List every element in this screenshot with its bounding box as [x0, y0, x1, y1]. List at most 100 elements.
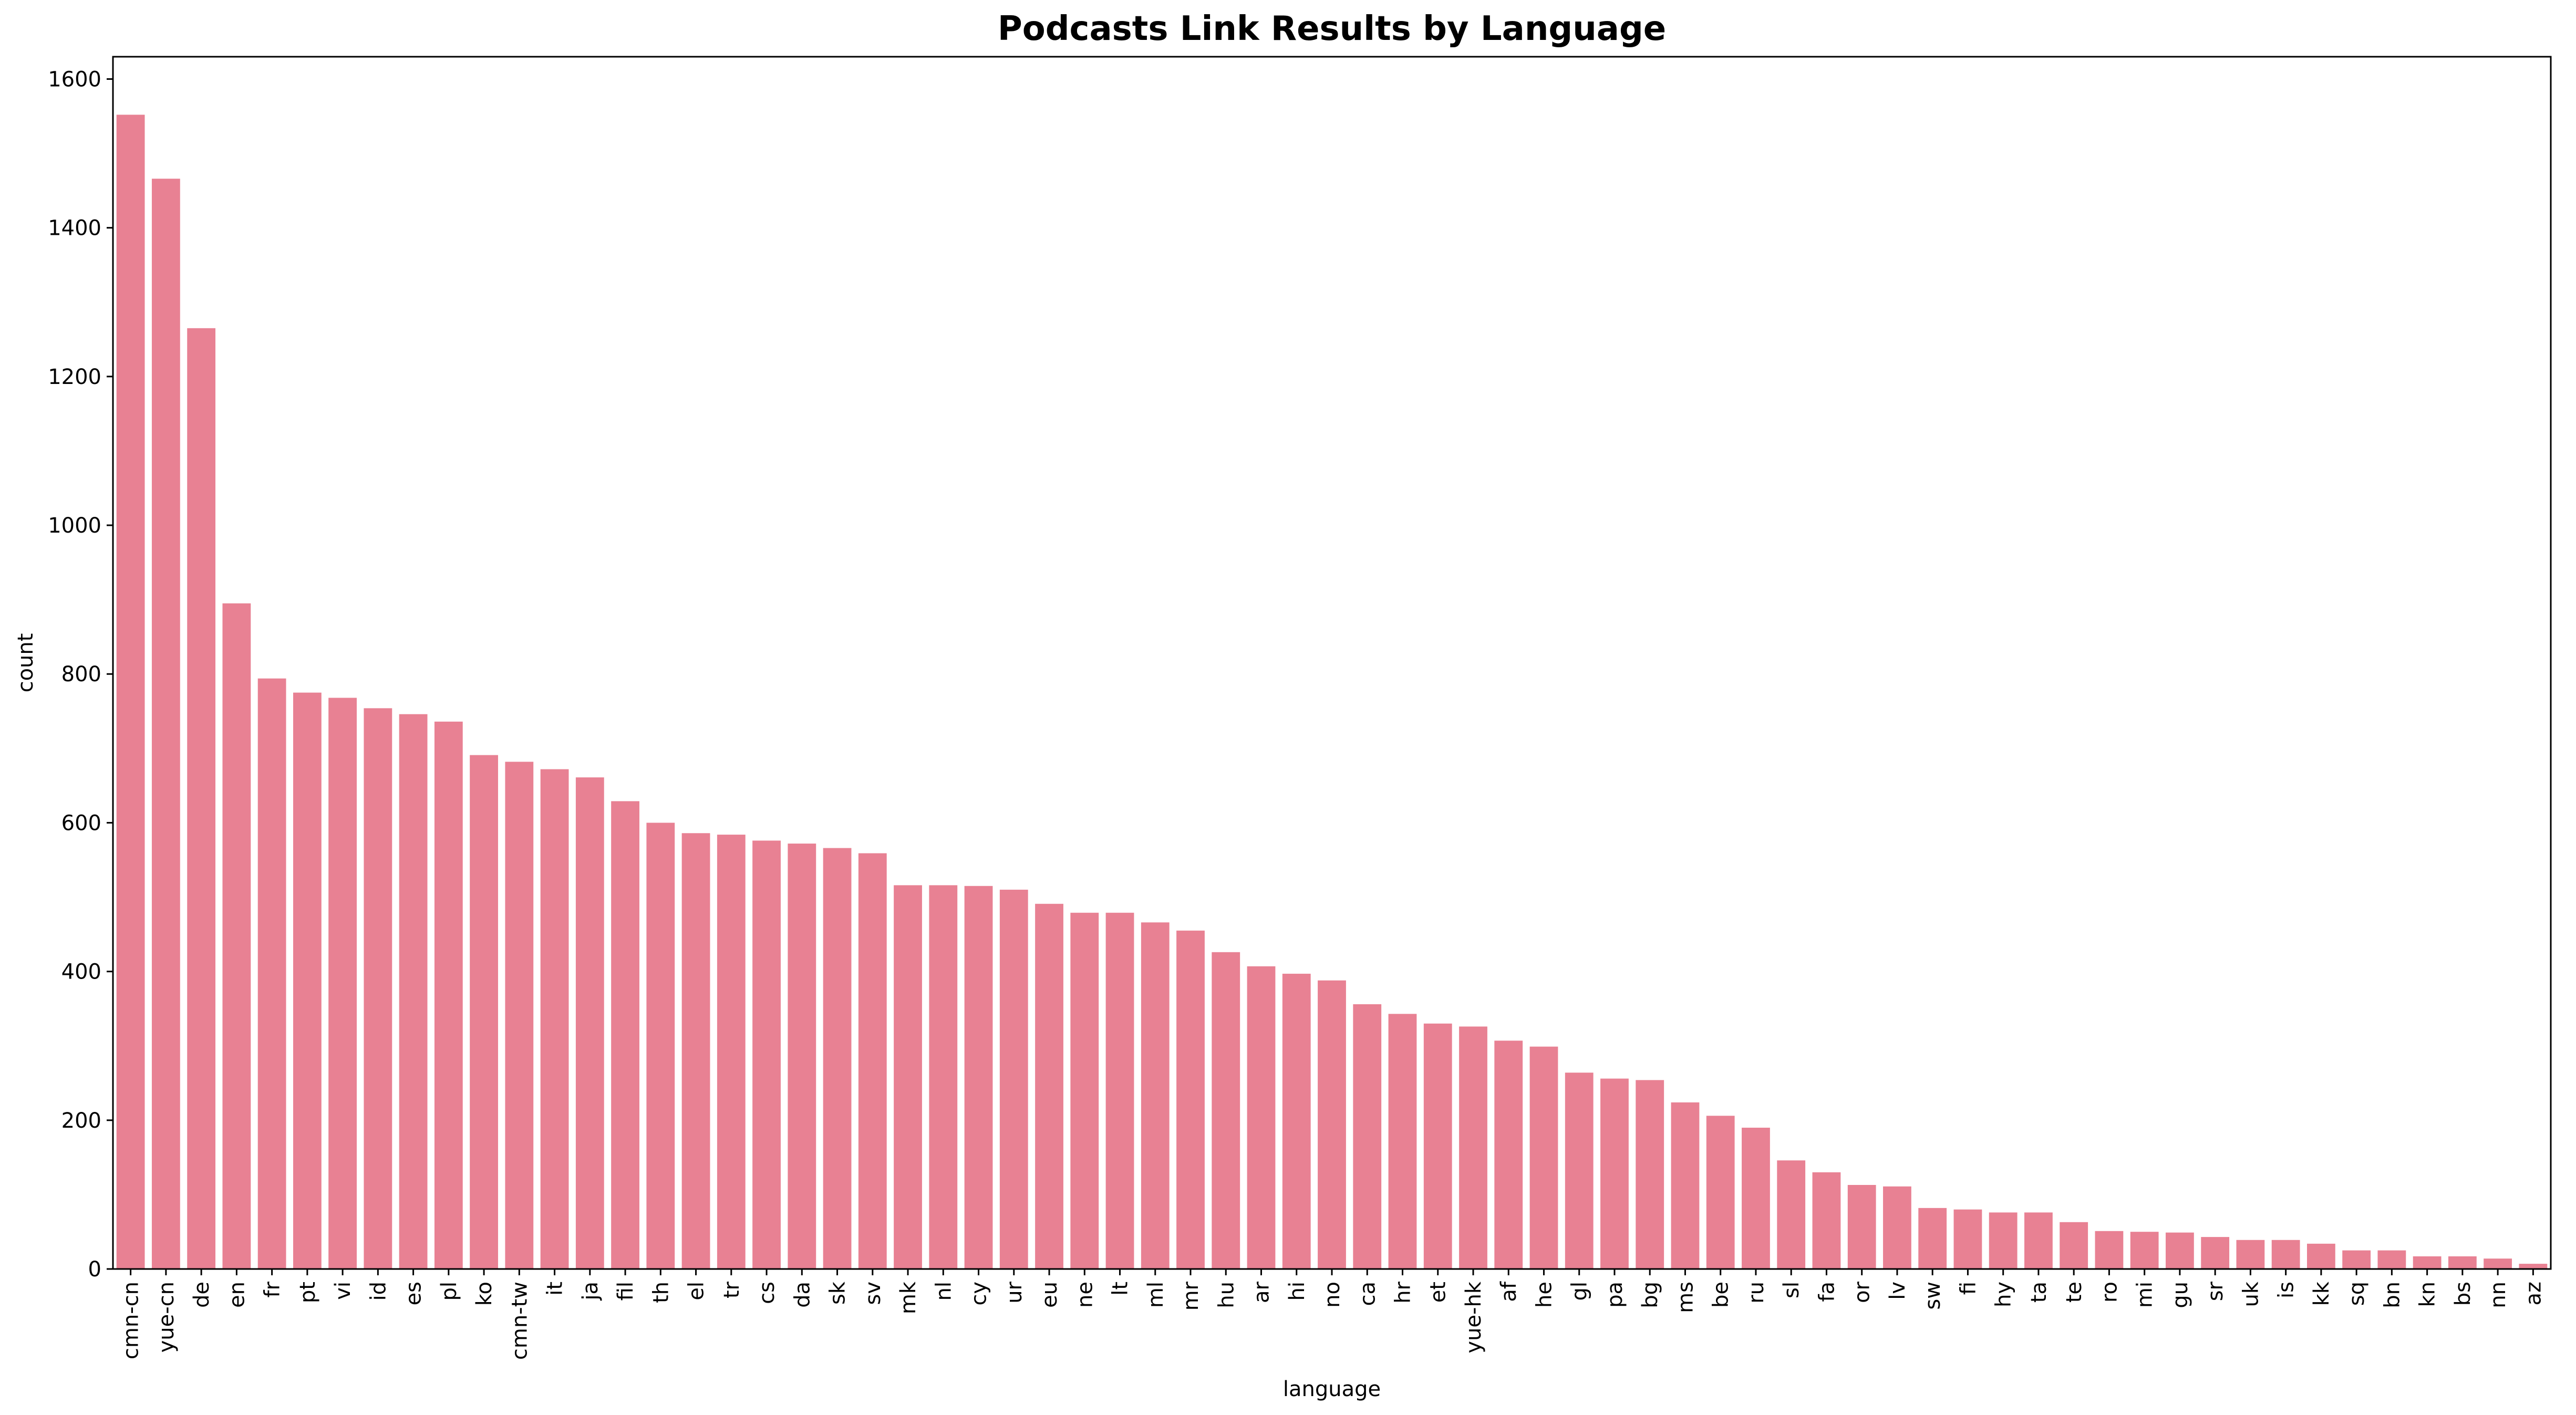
bar-no — [1318, 980, 1346, 1269]
y-tick-label: 0 — [88, 1257, 101, 1282]
y-tick-label: 1000 — [48, 514, 101, 538]
y-tick-label: 600 — [61, 811, 101, 835]
bar-nn — [2484, 1258, 2512, 1269]
bar-sl — [1777, 1160, 1806, 1269]
bar-ja — [575, 777, 604, 1269]
bar-ru — [1742, 1127, 1770, 1269]
x-tick-label: el — [685, 1282, 709, 1300]
x-tick-label: is — [2274, 1282, 2299, 1298]
y-tick-label: 1400 — [48, 216, 101, 241]
bars-layer — [116, 115, 2548, 1270]
bar-fa — [1812, 1172, 1841, 1269]
x-tick-label: te — [2062, 1282, 2086, 1303]
x-tick-label: ne — [1073, 1282, 1097, 1308]
bar-sw — [1918, 1208, 1947, 1269]
bar-sv — [858, 853, 887, 1269]
x-tick-label: sw — [1921, 1282, 1945, 1310]
bar-bn — [2377, 1250, 2406, 1269]
y-tick-label: 200 — [61, 1109, 101, 1133]
bar-da — [788, 844, 816, 1269]
bar-sk — [823, 848, 852, 1269]
x-tick-label: pa — [1603, 1282, 1627, 1308]
x-tick-label: mk — [896, 1281, 920, 1314]
x-tick-label: fr — [261, 1281, 285, 1297]
chart-title: Podcasts Link Results by Language — [998, 9, 1666, 48]
bar-el — [681, 833, 710, 1269]
bar-es — [399, 714, 428, 1269]
bar-cs — [752, 840, 781, 1269]
bar-pl — [434, 721, 463, 1269]
bar-mi — [2130, 1232, 2159, 1269]
bar-ur — [999, 889, 1028, 1269]
x-tick-label: sr — [2203, 1281, 2228, 1301]
x-tick-label: es — [402, 1282, 426, 1305]
bar-kk — [2307, 1243, 2335, 1269]
x-tick-label: mi — [2133, 1282, 2157, 1308]
x-tick-label: ru — [1744, 1282, 1768, 1304]
x-tick-label: cs — [755, 1282, 779, 1304]
x-tick-label: pl — [437, 1282, 461, 1301]
x-tick-label: no — [1320, 1282, 1344, 1308]
x-tick-label: kk — [2310, 1281, 2334, 1306]
bar-en — [222, 603, 251, 1269]
bar-mr — [1176, 930, 1205, 1269]
x-tick-label: be — [1709, 1282, 1733, 1308]
bar-cy — [964, 886, 993, 1269]
x-tick-label: ro — [2097, 1282, 2122, 1303]
bar-fil — [611, 801, 639, 1269]
bar-vi — [328, 698, 357, 1269]
bar-or — [1847, 1185, 1876, 1269]
bar-gu — [2166, 1232, 2194, 1269]
bar-hu — [1212, 952, 1240, 1269]
bar-id — [364, 708, 392, 1269]
bar-lv — [1883, 1186, 1911, 1269]
x-tick-label: ml — [1144, 1282, 1168, 1308]
bar-is — [2271, 1240, 2300, 1269]
bar-ne — [1070, 912, 1099, 1269]
x-tick-label: bg — [1638, 1282, 1662, 1308]
bar-et — [1423, 1023, 1452, 1269]
bar-hi — [1282, 973, 1311, 1269]
x-tick-label: th — [649, 1282, 673, 1303]
x-tick-label: kn — [2416, 1282, 2440, 1307]
bar-cmn-tw — [505, 762, 534, 1269]
bar-fr — [257, 678, 286, 1269]
x-tick-label: fi — [1956, 1282, 1980, 1295]
x-tick-label: gu — [2168, 1282, 2192, 1308]
bar-cmn-cn — [116, 115, 145, 1270]
x-tick-label: pt — [296, 1282, 320, 1303]
x-tick-label: af — [1497, 1281, 1521, 1302]
x-tick-label: cy — [967, 1282, 991, 1306]
bar-hy — [1989, 1212, 2018, 1269]
bar-uk — [2236, 1240, 2265, 1269]
x-tick-label: cmn-tw — [508, 1282, 532, 1360]
bar-az — [2519, 1264, 2548, 1269]
x-tick-label: ms — [1673, 1282, 1698, 1313]
x-tick-label: ko — [472, 1282, 496, 1306]
bar-fi — [1953, 1209, 1982, 1269]
x-tick-label: sl — [1780, 1282, 1804, 1298]
bar-yue-hk — [1459, 1026, 1487, 1269]
bar-sq — [2342, 1250, 2371, 1269]
x-tick-label: or — [1850, 1281, 1875, 1303]
bar-be — [1706, 1116, 1735, 1269]
x-axis-label: language — [1283, 1377, 1381, 1401]
y-axis-ticks: 0 200 400 600 800 1000 1200 1400 1600 — [48, 67, 113, 1282]
x-tick-label: ta — [2027, 1282, 2051, 1303]
x-tick-label: ur — [1002, 1281, 1027, 1303]
x-tick-label: de — [190, 1282, 214, 1308]
x-tick-label: lv — [1886, 1282, 1910, 1300]
x-tick-label: nl — [932, 1282, 956, 1300]
x-tick-label: fa — [1815, 1282, 1839, 1302]
x-tick-label: yue-cn — [154, 1282, 179, 1352]
x-tick-label: az — [2521, 1282, 2546, 1306]
bar-yue-cn — [151, 179, 180, 1270]
bar-ms — [1671, 1102, 1700, 1269]
bar-mk — [894, 885, 922, 1269]
x-tick-label: tr — [720, 1281, 744, 1298]
y-tick-label: 800 — [61, 662, 101, 686]
y-axis-label: count — [14, 633, 38, 693]
x-tick-label: en — [225, 1282, 249, 1308]
